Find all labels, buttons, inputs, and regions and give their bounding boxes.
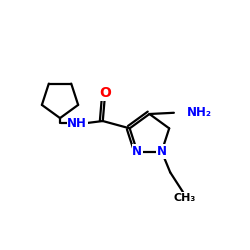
Text: NH: NH	[67, 117, 87, 130]
Text: NH₂: NH₂	[187, 106, 212, 119]
Text: CH₃: CH₃	[174, 192, 196, 202]
Text: N: N	[132, 145, 142, 158]
Text: N: N	[157, 145, 167, 158]
Text: O: O	[99, 86, 111, 100]
